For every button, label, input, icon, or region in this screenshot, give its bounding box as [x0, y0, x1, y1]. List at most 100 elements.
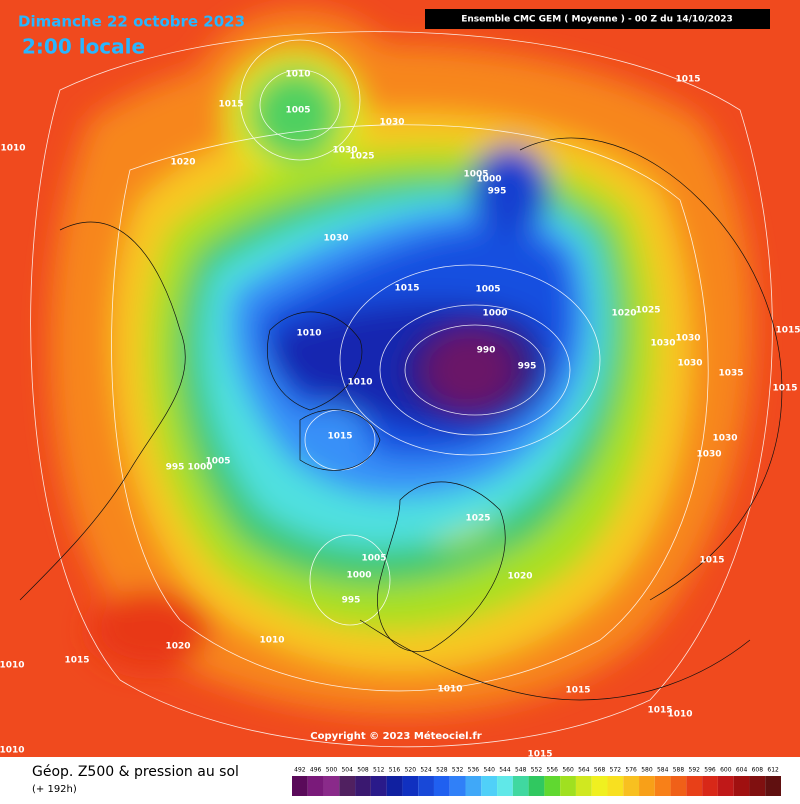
- isobar-label: 995: [488, 187, 507, 197]
- scale-label: 536: [468, 767, 480, 774]
- scale-swatch: [733, 776, 750, 796]
- scale-swatch: [481, 776, 498, 796]
- scale-swatch: [686, 776, 703, 796]
- scale-swatch: [323, 776, 340, 796]
- isobar-label: 1030: [696, 450, 721, 460]
- isobar-label: 1010: [347, 378, 372, 388]
- scale-label: 608: [752, 767, 764, 774]
- scale-label: 596: [704, 767, 716, 774]
- scale-swatch: [449, 776, 466, 796]
- scale-label: 520: [405, 767, 417, 774]
- scale-label: 612: [767, 767, 779, 774]
- scale-swatch: [654, 776, 671, 796]
- isobar-label: 1025: [635, 306, 660, 316]
- isobar-label: 1030: [332, 146, 357, 156]
- scale-swatch: [292, 776, 308, 796]
- scale-swatch: [575, 776, 592, 796]
- run-banner: [425, 9, 770, 29]
- isobar-label: 1010: [0, 661, 25, 671]
- geopotential-field: [0, 0, 800, 757]
- scale-label: 572: [610, 767, 622, 774]
- scale-label: 552: [531, 767, 543, 774]
- scale-swatch: [307, 776, 324, 796]
- isobar-label: 990: [477, 346, 496, 356]
- scale-label: 500: [326, 767, 338, 774]
- scale-label: 532: [452, 767, 464, 774]
- forecast-time: 2:00 locale: [22, 35, 145, 59]
- scale-swatch: [355, 776, 371, 796]
- isobar-label: 1000: [187, 463, 212, 473]
- isobar-label: 1015: [327, 432, 352, 442]
- scale-label: 540: [483, 767, 495, 774]
- scale-swatch: [433, 776, 450, 796]
- isobar-label: 1010: [259, 636, 284, 646]
- scale-swatch: [765, 776, 781, 796]
- scale-label: 580: [641, 767, 653, 774]
- scale-swatch: [623, 776, 640, 796]
- scale-label: 512: [373, 767, 385, 774]
- scale-label: 600: [720, 767, 732, 774]
- isobar-label: 1030: [323, 234, 348, 244]
- coastlines: [19, 137, 783, 701]
- isobar-label: 1015: [394, 284, 419, 294]
- isobar-label: 1030: [677, 359, 702, 369]
- isobar-label: 1010: [437, 685, 462, 695]
- isobar-labels: 1010 1005 1015 1030 1020 1030 1025 1010 …: [0, 70, 800, 760]
- isobar-label: 1010: [0, 746, 25, 756]
- isobar-label: 1020: [611, 309, 636, 319]
- scale-label: 604: [736, 767, 748, 774]
- scale-swatch: [591, 776, 608, 796]
- scale-label: 588: [673, 767, 685, 774]
- scale-label: 560: [562, 767, 574, 774]
- scale-label: 564: [578, 767, 590, 774]
- scale-swatch: [639, 776, 655, 796]
- scale-label: 584: [657, 767, 669, 774]
- isobar-label: 1030: [379, 118, 404, 128]
- isobar-label: 1035: [718, 369, 743, 379]
- scale-swatch: [512, 776, 529, 796]
- scale-swatch: [370, 776, 387, 796]
- scale-label: 592: [689, 767, 701, 774]
- scale-swatch: [607, 776, 624, 796]
- lead-time: (+ 192h): [32, 784, 77, 795]
- scale-label: 544: [499, 767, 511, 774]
- scale-label: 548: [515, 767, 527, 774]
- isobar-label: 1000: [476, 175, 501, 185]
- isobar-label: 1015: [218, 100, 243, 110]
- copyright: Copyright © 2023 Méteociel.fr: [310, 730, 481, 742]
- color-scale: 492 496 500 504 508 512 516 520 524 528 532 536 540 5…: [292, 767, 781, 796]
- isobar-label: 1005: [285, 106, 310, 116]
- forecast-date: Dimanche 22 octobre 2023: [18, 13, 245, 31]
- scale-label: 556: [547, 767, 559, 774]
- isobar-label: 1010: [0, 144, 25, 154]
- scale-swatch: [717, 776, 734, 796]
- isobar-label: 1015: [699, 556, 724, 566]
- scale-swatch: [497, 776, 513, 796]
- scale-swatch: [702, 776, 718, 796]
- scale-swatch: [386, 776, 403, 796]
- scale-swatch: [544, 776, 561, 796]
- isobar-label: 1015: [647, 706, 672, 716]
- isobar-label: 995: [518, 362, 537, 372]
- isobar-label: 1000: [482, 309, 507, 319]
- isobar-label: 1010: [667, 710, 692, 720]
- isobar-label: 1000: [346, 571, 371, 581]
- isobar-label: 1015: [64, 656, 89, 666]
- isobar-label: 1015: [772, 384, 797, 394]
- isobar-label: 1030: [675, 334, 700, 344]
- scale-swatch: [418, 776, 434, 796]
- isobar-label: 1025: [349, 152, 374, 162]
- isobar-label: 1010: [285, 70, 310, 80]
- scale-swatch: [749, 776, 766, 796]
- isobar-label: 995: [342, 596, 361, 606]
- isobar-label: 1005: [361, 554, 386, 564]
- field-name: Géop. Z500 & pression au sol: [32, 764, 239, 780]
- isobar-label: 1010: [296, 329, 321, 339]
- isobar-label: 995: [166, 463, 185, 473]
- scale-swatch: [402, 776, 419, 796]
- isobar-label: 1020: [507, 572, 532, 582]
- isobar-label: 1005: [205, 457, 230, 467]
- scale-label: 504: [341, 767, 353, 774]
- isobar-label: 1020: [165, 642, 190, 652]
